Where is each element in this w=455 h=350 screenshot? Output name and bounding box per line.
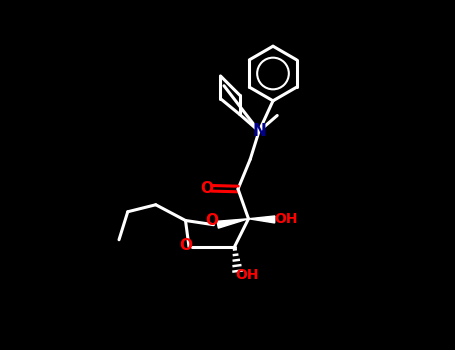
- Text: N: N: [252, 122, 266, 140]
- Polygon shape: [217, 219, 248, 228]
- Text: O: O: [180, 238, 193, 252]
- Text: OH: OH: [274, 212, 298, 226]
- Text: OH: OH: [235, 268, 258, 282]
- Text: O: O: [205, 213, 218, 228]
- Polygon shape: [248, 216, 275, 223]
- Text: O: O: [200, 181, 213, 196]
